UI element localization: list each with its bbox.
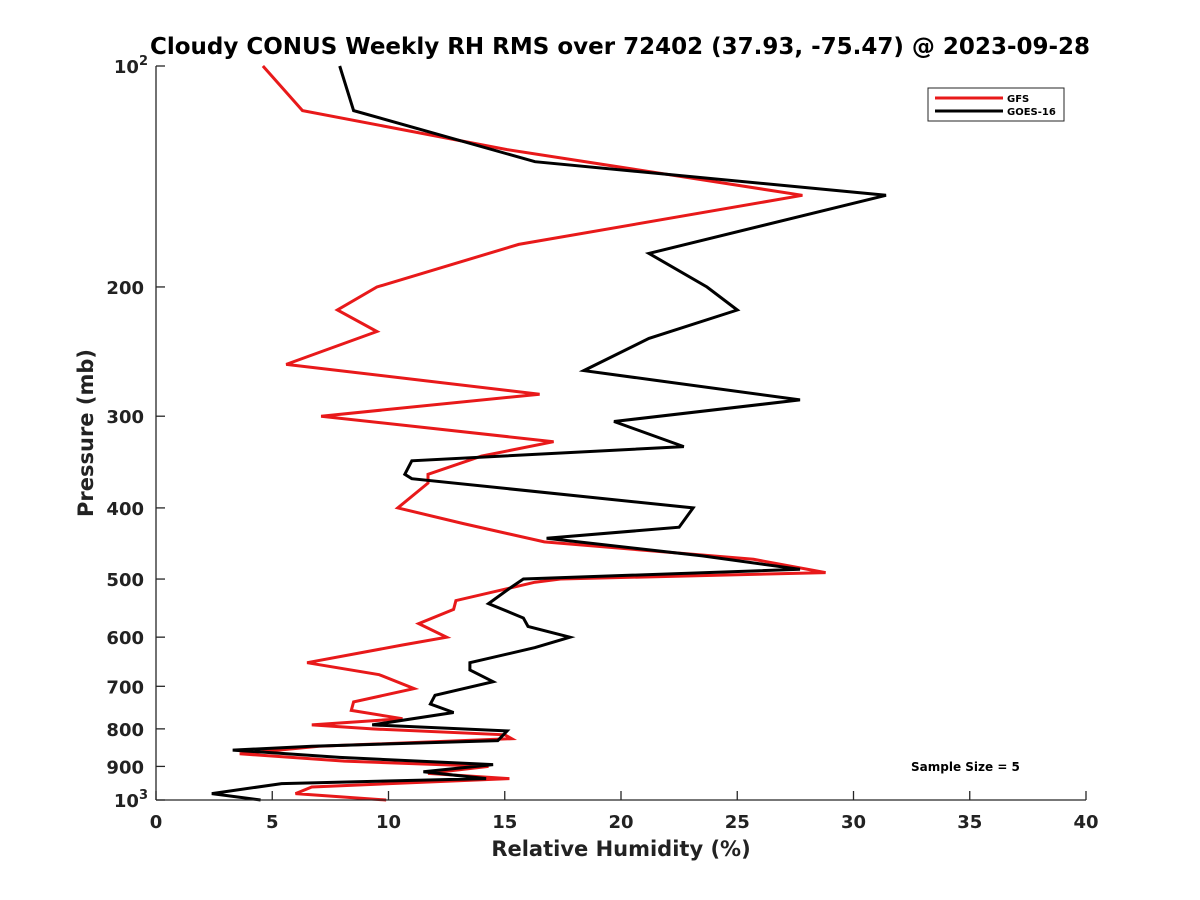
series-gfs [239,65,826,802]
legend-box [927,87,1065,122]
x-tick-label: 40 [1073,812,1098,833]
x-tick-label: 35 [957,812,982,833]
y-tick-label: 400 [106,499,144,520]
x-tick-label: 30 [841,812,866,833]
y-tick-label: 103 [114,788,148,812]
y-tick-label: 600 [106,628,144,649]
y-ticks: 102 200 300 400 500 600 700 800 900 103 [106,54,165,812]
x-tick-label: 5 [266,812,279,833]
y-tick-label: 500 [106,570,144,591]
y-tick-label: 800 [106,720,144,741]
x-tick-label: 10 [376,812,401,833]
x-tick-label: 25 [725,812,750,833]
x-axis-label: Relative Humidity (%) [491,837,750,861]
y-tick-exponent: 3 [139,788,148,803]
sample-size-annotation: Sample Size = 5 [911,760,1020,774]
series-line-goes16 [211,65,887,802]
y-tick-label: 102 [114,54,148,78]
chart-title: Cloudy CONUS Weekly RH RMS over 72402 (3… [150,34,1090,60]
x-ticks: 0 5 10 15 20 25 30 35 40 [150,791,1099,833]
x-tick-label: 15 [492,812,517,833]
plot-area [156,66,1086,800]
legend-label-gfs: GFS [1007,94,1029,105]
y-tick-label: 700 [106,677,144,698]
y-tick-exponent: 2 [139,54,148,69]
x-tick-label: 0 [150,812,163,833]
series-goes16 [211,65,887,802]
x-tick-label: 20 [608,812,633,833]
y-tick-label: 200 [106,278,144,299]
legend-label-goes16: GOES-16 [1007,107,1056,118]
y-tick-label: 900 [106,757,144,778]
legend: GFS GOES-16 [927,87,1065,122]
y-tick-label: 300 [106,407,144,428]
series-layer [211,65,887,802]
series-line-gfs [239,65,826,802]
y-axis-label: Pressure (mb) [74,349,98,517]
